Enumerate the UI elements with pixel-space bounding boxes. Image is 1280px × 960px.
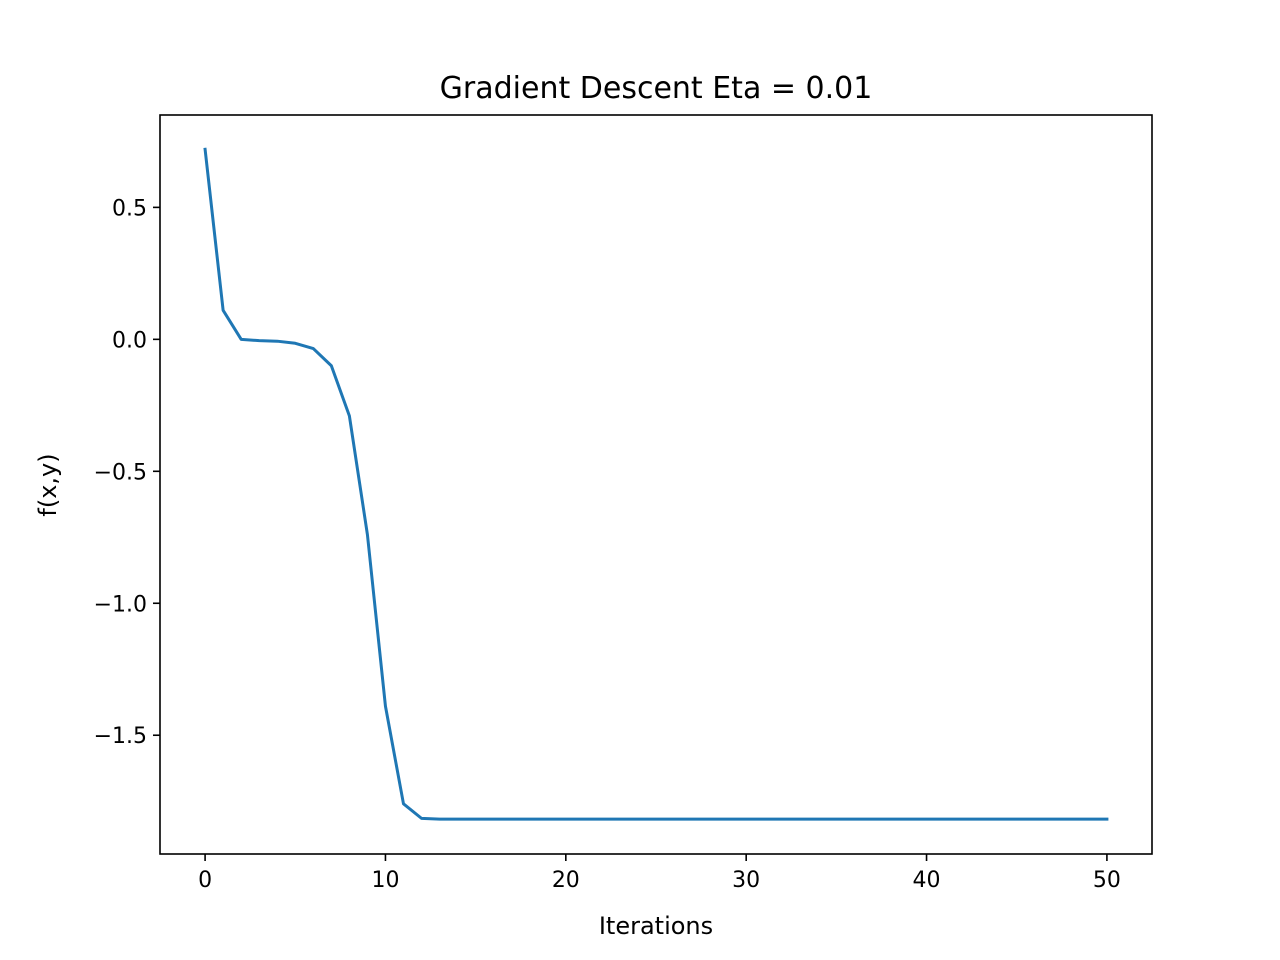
x-tick-label: 20 [552, 868, 580, 893]
x-tick-label: 50 [1093, 868, 1121, 893]
plot-frame [159, 114, 1153, 855]
x-axis-label: Iterations [599, 912, 713, 940]
tick-group: 0 10 20 30 40 50 0.5 0.0 −0.5 −1.0 −1.5 [94, 196, 1121, 893]
y-tick-label: 0.0 [112, 328, 147, 353]
y-axis-label: f(x,y) [34, 453, 62, 516]
x-tick-label: 10 [371, 868, 399, 893]
y-tick-label: −1.5 [94, 724, 147, 749]
x-tick-label: 0 [198, 868, 212, 893]
x-tick-label: 40 [913, 868, 941, 893]
y-tick-label: −0.5 [94, 460, 147, 485]
y-tick-label: −1.0 [94, 592, 147, 617]
series-line [203, 147, 1109, 821]
y-tick-label: 0.5 [112, 196, 147, 221]
x-tick-label: 30 [732, 868, 760, 893]
chart-title: Gradient Descent Eta = 0.01 [440, 71, 873, 106]
